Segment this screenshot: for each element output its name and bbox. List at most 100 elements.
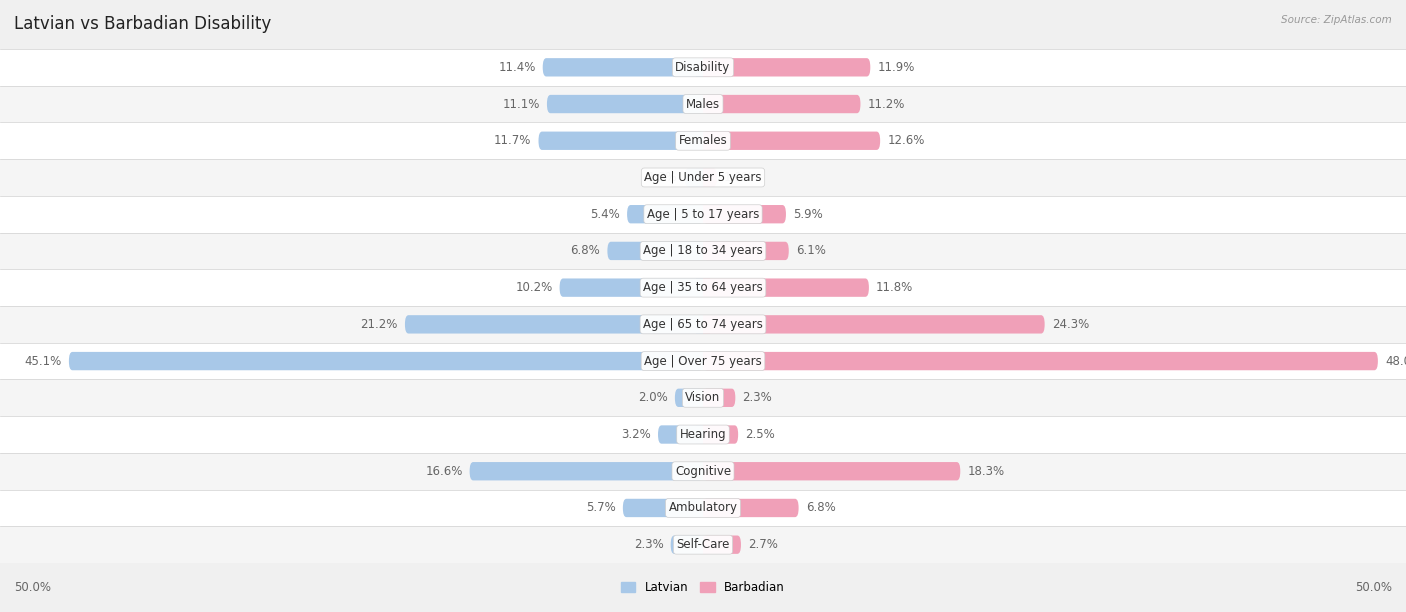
FancyBboxPatch shape [607, 242, 703, 260]
Text: 5.7%: 5.7% [586, 501, 616, 515]
FancyBboxPatch shape [543, 58, 703, 76]
FancyBboxPatch shape [703, 499, 710, 517]
Text: Females: Females [679, 134, 727, 147]
Text: 12.6%: 12.6% [887, 134, 925, 147]
Text: 48.0%: 48.0% [1385, 354, 1406, 368]
FancyBboxPatch shape [703, 168, 717, 187]
FancyBboxPatch shape [703, 58, 710, 76]
FancyBboxPatch shape [675, 389, 703, 407]
FancyBboxPatch shape [685, 168, 703, 187]
FancyBboxPatch shape [703, 168, 710, 187]
FancyBboxPatch shape [703, 58, 870, 76]
FancyBboxPatch shape [703, 205, 786, 223]
Bar [0, 453, 1406, 490]
FancyBboxPatch shape [703, 278, 710, 297]
FancyBboxPatch shape [703, 462, 710, 480]
Bar [0, 526, 1406, 563]
Text: 11.7%: 11.7% [494, 134, 531, 147]
FancyBboxPatch shape [696, 352, 703, 370]
Bar [0, 122, 1406, 159]
Bar [0, 343, 1406, 379]
Text: 24.3%: 24.3% [1052, 318, 1088, 331]
Bar [0, 269, 1406, 306]
Text: 45.1%: 45.1% [25, 354, 62, 368]
FancyBboxPatch shape [405, 315, 703, 334]
Text: 50.0%: 50.0% [14, 581, 51, 594]
FancyBboxPatch shape [658, 425, 703, 444]
Bar [0, 233, 1406, 269]
FancyBboxPatch shape [703, 95, 860, 113]
Text: Age | Over 75 years: Age | Over 75 years [644, 354, 762, 368]
Text: 18.3%: 18.3% [967, 465, 1004, 478]
Text: Self-Care: Self-Care [676, 538, 730, 551]
Text: Age | 65 to 74 years: Age | 65 to 74 years [643, 318, 763, 331]
Text: 21.2%: 21.2% [360, 318, 398, 331]
Text: Hearing: Hearing [679, 428, 727, 441]
Bar [0, 416, 1406, 453]
Text: 2.3%: 2.3% [634, 538, 664, 551]
FancyBboxPatch shape [703, 425, 738, 444]
Text: 2.7%: 2.7% [748, 538, 778, 551]
FancyBboxPatch shape [696, 462, 703, 480]
FancyBboxPatch shape [703, 389, 710, 407]
Text: 6.8%: 6.8% [806, 501, 835, 515]
Text: 6.1%: 6.1% [796, 244, 825, 258]
Text: 5.9%: 5.9% [793, 207, 823, 221]
FancyBboxPatch shape [547, 95, 703, 113]
Text: 11.8%: 11.8% [876, 281, 912, 294]
FancyBboxPatch shape [703, 499, 799, 517]
Bar [0, 159, 1406, 196]
FancyBboxPatch shape [696, 168, 703, 187]
FancyBboxPatch shape [696, 278, 703, 297]
Text: Age | 35 to 64 years: Age | 35 to 64 years [643, 281, 763, 294]
Text: Age | 5 to 17 years: Age | 5 to 17 years [647, 207, 759, 221]
FancyBboxPatch shape [696, 242, 703, 260]
Text: 11.9%: 11.9% [877, 61, 915, 74]
Bar [0, 379, 1406, 416]
FancyBboxPatch shape [703, 242, 789, 260]
FancyBboxPatch shape [703, 352, 1378, 370]
FancyBboxPatch shape [623, 499, 703, 517]
Text: Vision: Vision [685, 391, 721, 405]
FancyBboxPatch shape [703, 536, 710, 554]
Text: Cognitive: Cognitive [675, 465, 731, 478]
Text: 50.0%: 50.0% [1355, 581, 1392, 594]
Text: Age | 18 to 34 years: Age | 18 to 34 years [643, 244, 763, 258]
Text: 16.6%: 16.6% [425, 465, 463, 478]
Bar [0, 306, 1406, 343]
FancyBboxPatch shape [696, 536, 703, 554]
FancyBboxPatch shape [696, 132, 703, 150]
Text: Age | Under 5 years: Age | Under 5 years [644, 171, 762, 184]
Text: Males: Males [686, 97, 720, 111]
FancyBboxPatch shape [703, 425, 710, 444]
FancyBboxPatch shape [703, 278, 869, 297]
FancyBboxPatch shape [703, 315, 1045, 334]
FancyBboxPatch shape [703, 536, 741, 554]
FancyBboxPatch shape [696, 95, 703, 113]
FancyBboxPatch shape [560, 278, 703, 297]
FancyBboxPatch shape [703, 95, 710, 113]
Legend: Latvian, Barbadian: Latvian, Barbadian [617, 577, 789, 599]
FancyBboxPatch shape [69, 352, 703, 370]
Text: 2.0%: 2.0% [638, 391, 668, 405]
FancyBboxPatch shape [696, 205, 703, 223]
FancyBboxPatch shape [696, 315, 703, 334]
Text: 11.2%: 11.2% [868, 97, 905, 111]
Text: 11.4%: 11.4% [498, 61, 536, 74]
Text: 1.0%: 1.0% [724, 171, 754, 184]
Text: 5.4%: 5.4% [591, 207, 620, 221]
FancyBboxPatch shape [703, 132, 710, 150]
FancyBboxPatch shape [696, 425, 703, 444]
Text: Source: ZipAtlas.com: Source: ZipAtlas.com [1281, 15, 1392, 25]
FancyBboxPatch shape [671, 536, 703, 554]
Bar [0, 196, 1406, 233]
Text: Latvian vs Barbadian Disability: Latvian vs Barbadian Disability [14, 15, 271, 33]
Text: Ambulatory: Ambulatory [668, 501, 738, 515]
Text: 2.5%: 2.5% [745, 428, 775, 441]
FancyBboxPatch shape [703, 132, 880, 150]
FancyBboxPatch shape [703, 462, 960, 480]
FancyBboxPatch shape [703, 389, 735, 407]
Bar [0, 49, 1406, 86]
Bar [0, 86, 1406, 122]
FancyBboxPatch shape [703, 315, 710, 334]
